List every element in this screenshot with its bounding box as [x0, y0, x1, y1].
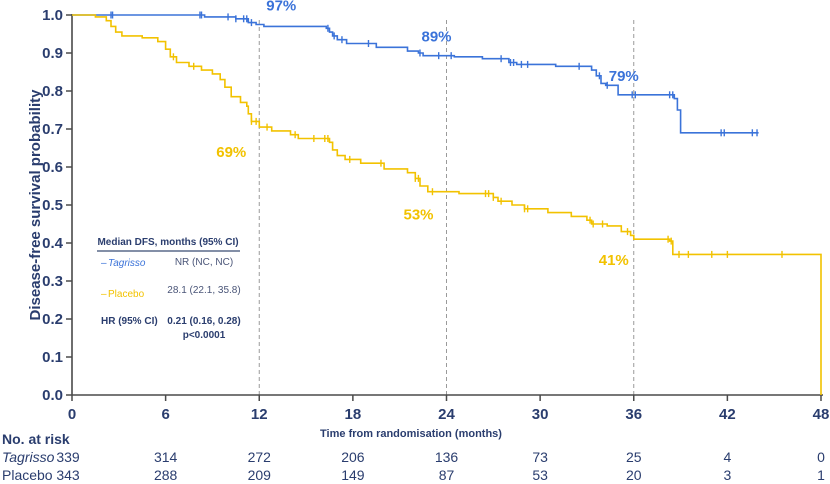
x-tick-label: 30: [532, 406, 549, 423]
y-tick-label: 0.6: [42, 159, 63, 176]
risk-value-placebo: 53: [532, 467, 548, 483]
x-tick-label: 36: [625, 406, 642, 423]
landmark-label-tagrisso-36: 79%: [609, 68, 639, 85]
landmark-reference-lines: [258, 20, 635, 395]
y-tick-label: 0.3: [42, 273, 63, 290]
x-axis-title: Time from randomisation (months): [320, 428, 502, 440]
risk-value-placebo: 3: [723, 467, 731, 483]
legend-hr-value: 0.21 (0.16, 0.28): [167, 316, 240, 327]
legend-arm-placebo: Placebo: [108, 289, 145, 300]
x-tick-label: 48: [813, 406, 830, 423]
risk-value-tagrisso: 4: [723, 449, 731, 465]
y-tick-label: 0.4: [42, 235, 64, 252]
risk-value-tagrisso: 136: [435, 449, 459, 465]
risk-value-placebo: 343: [56, 467, 80, 483]
landmark-label-tagrisso-24: 89%: [421, 29, 451, 46]
risk-value-tagrisso: 314: [154, 449, 178, 465]
landmark-label-placebo-24: 53%: [403, 207, 433, 224]
legend-p-value: p<0.0001: [183, 330, 226, 341]
median-dfs-legend-table: Median DFS, months (95% CI) – Tagrisso N…: [97, 237, 241, 341]
y-ticks: 0.0 0.1 0.2 0.3 0.4 0.5 0.6 0.7 0.8 0.9 1.0: [42, 7, 72, 404]
survival-curves: [72, 11, 822, 395]
x-tick-label: 6: [161, 406, 169, 423]
risk-value-placebo: 149: [341, 467, 365, 483]
risk-value-placebo: 288: [154, 467, 178, 483]
legend-dash-tagrisso: –: [101, 258, 107, 269]
y-tick-label: 0.7: [42, 121, 63, 138]
legend-arm-tagrisso: Tagrisso: [108, 258, 146, 269]
x-tick-label: 18: [345, 406, 362, 423]
y-tick-label: 0.1: [42, 349, 63, 366]
x-tick-label: 0: [68, 406, 76, 423]
y-axis-title: Disease-free survival probability: [27, 89, 44, 321]
landmark-labels: 97% 89% 79% 69% 53% 41%: [216, 0, 639, 269]
y-tick-label: 0.2: [42, 311, 63, 328]
risk-value-tagrisso: 25: [626, 449, 642, 465]
y-tick-label: 1.0: [42, 7, 63, 24]
legend-header: Median DFS, months (95% CI): [97, 237, 238, 248]
km-curve-placebo: [72, 14, 822, 395]
legend-value-tagrisso: NR (NC, NC): [175, 257, 233, 268]
x-tick-label: 42: [719, 406, 736, 423]
km-curve-tagrisso: [72, 14, 759, 134]
x-ticks: 0 6 12 18 24 30 36 42 48: [68, 395, 830, 423]
y-tick-label: 0.9: [42, 45, 63, 62]
risk-value-placebo: 87: [439, 467, 455, 483]
risk-arm-tagrisso: Tagrisso: [2, 449, 55, 465]
series-tagrisso: [72, 11, 759, 137]
y-tick-label: 0.0: [42, 387, 63, 404]
legend-dash-placebo: –: [101, 289, 107, 300]
risk-value-tagrisso: 206: [341, 449, 365, 465]
y-tick-label: 0.5: [42, 197, 63, 214]
risk-value-placebo: 209: [248, 467, 272, 483]
risk-values: 339 314 272 206 136 73 25 4 0 343 288 209 149 87 53 20 3…: [56, 449, 825, 483]
risk-value-tagrisso: 0: [817, 449, 825, 465]
x-tick-label: 12: [251, 406, 268, 423]
legend-hr-label: HR (95% CI): [101, 316, 158, 327]
number-at-risk-table: No. at risk Tagrisso Placebo 339 314 272 20…: [2, 431, 825, 483]
risk-value-tagrisso: 339: [56, 449, 80, 465]
legend-value-placebo: 28.1 (22.1, 35.8): [167, 285, 240, 296]
risk-value-placebo: 1: [817, 467, 825, 483]
risk-value-tagrisso: 73: [532, 449, 548, 465]
risk-table-title: No. at risk: [2, 431, 70, 447]
risk-value-tagrisso: 272: [248, 449, 272, 465]
risk-value-placebo: 20: [626, 467, 642, 483]
x-tick-label: 24: [438, 406, 455, 423]
y-tick-label: 0.8: [42, 83, 63, 100]
landmark-label-tagrisso-12: 97%: [266, 0, 296, 15]
landmark-label-placebo-36: 41%: [599, 252, 629, 269]
series-placebo: [72, 14, 822, 395]
landmark-label-placebo-12: 69%: [216, 144, 246, 161]
risk-arm-placebo: Placebo: [2, 467, 53, 483]
